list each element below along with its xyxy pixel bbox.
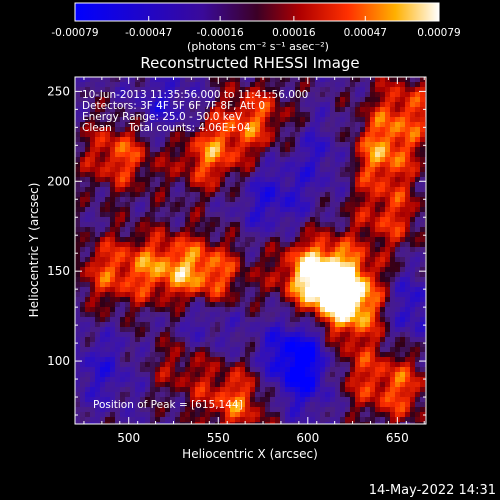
- annotation-detectors: Detectors: 3F 4F 5F 6F 7F 8F, Att 0: [82, 100, 265, 112]
- colorbar-tick-label: -0.00079: [51, 27, 98, 39]
- chart-title: Reconstructed RHESSI Image: [140, 54, 359, 72]
- annotation-clean-counts: Clean Total counts: 4.06E+04: [82, 122, 251, 134]
- colorbar-tick-label: 0.00016: [272, 27, 316, 39]
- annotation-time-range: 10-Jun-2013 11:35:56.000 to 11:41:56.000: [82, 89, 308, 101]
- plot-frame: [74, 76, 427, 425]
- x-tick-label: 500: [117, 431, 140, 445]
- colorbar: -0.00079 -0.00047 -0.00016 0.00016 0.00047 0.…: [51, 2, 461, 53]
- y-axis-label: Heliocentric Y (arcsec): [27, 183, 41, 318]
- x-tick-label: 550: [207, 431, 230, 445]
- y-tick-label: 100: [47, 354, 70, 368]
- colorbar-tick-label: 0.00047: [344, 27, 387, 39]
- footer-date: 14-May-2022 14:31: [369, 483, 496, 498]
- colorbar-ticks: -0.00079 -0.00047 -0.00016 0.00016 0.00047 0.…: [51, 16, 461, 39]
- y-tick-label: 250: [47, 84, 70, 98]
- colorbar-tick-label: -0.00047: [125, 27, 172, 39]
- colorbar-tick-label: 0.00079: [417, 27, 460, 39]
- x-tick-label: 600: [296, 431, 319, 445]
- heatmap: [75, 77, 426, 424]
- axes: 500 550 600 650 100 150 200 250: [47, 77, 426, 445]
- annotation-energy-range: Energy Range: 25.0 - 50.0 keV: [82, 111, 243, 123]
- annotation-peak-position: Position of Peak = [615,144]: [93, 399, 243, 411]
- x-axis-label: Heliocentric X (arcsec): [182, 447, 318, 461]
- y-tick-label: 150: [47, 264, 70, 278]
- x-tick-label: 650: [386, 431, 409, 445]
- colorbar-unit-label: (photons cm⁻² s⁻¹ asec⁻²): [187, 40, 329, 53]
- annotations: 10-Jun-2013 11:35:56.000 to 11:41:56.000…: [82, 89, 308, 411]
- colorbar-gradient: [74, 2, 440, 22]
- colorbar-tick-label: -0.00016: [197, 27, 245, 39]
- heatmap-canvas: [75, 77, 426, 424]
- y-tick-label: 200: [47, 174, 70, 188]
